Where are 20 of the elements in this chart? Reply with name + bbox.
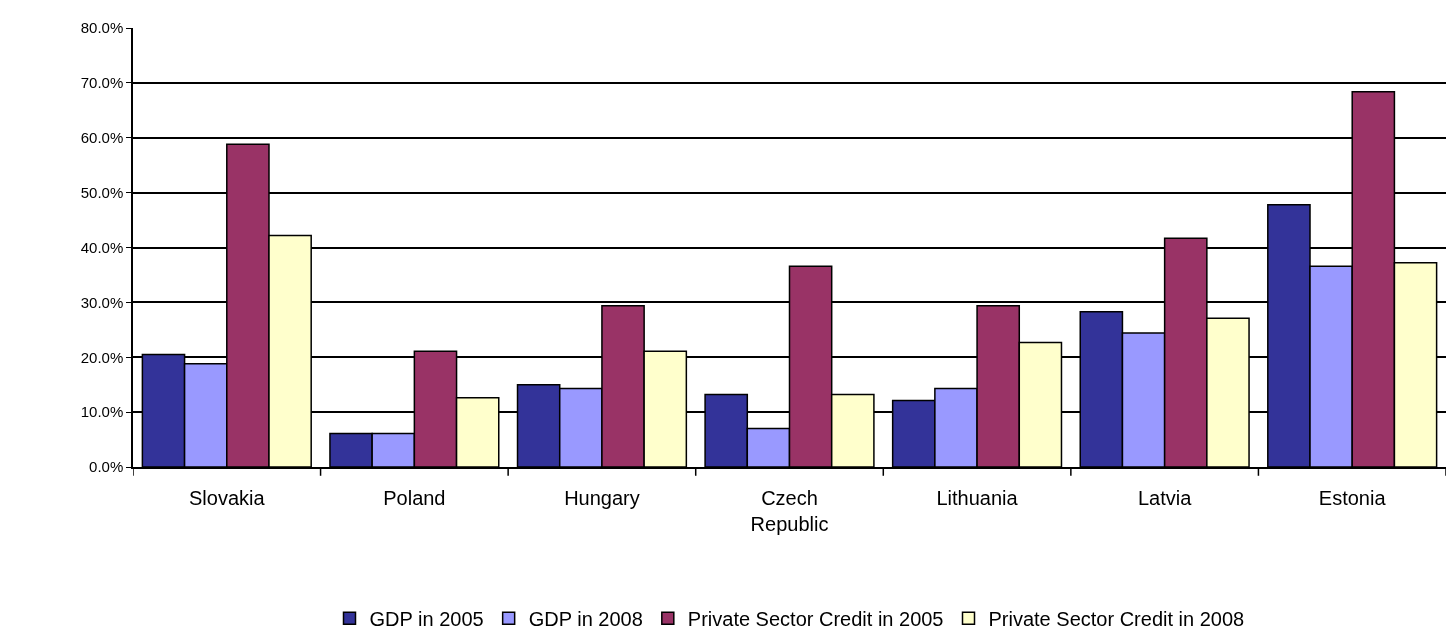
y-tick-label: 0.0% [89,458,124,476]
y-tick-label: 70.0% [80,74,124,92]
x-tick-label: Slovakia [188,486,266,509]
x-tick-label: Latvia [1137,486,1193,509]
y-tick-label: 80.0% [80,19,124,37]
x-tick-label: Poland [383,486,446,509]
y-tick-label: 60.0% [80,129,124,146]
legend-label: Private Sector Credit in 2005 [687,608,944,630]
legend-label: GDP in 2005 [369,608,484,630]
x-tick-label: Estonia [1318,486,1387,509]
y-tick-label: 40.0% [80,238,124,256]
legend-label: Private Sector Credit in 2008 [988,608,1245,630]
y-tick-label: 50.0% [80,183,124,201]
y-tick-label: 30.0% [80,293,124,311]
x-tick-label: Czech Republic [750,486,829,535]
x-tick-label: Lithuania [936,486,1019,509]
x-tick-label: Hungary [564,486,640,509]
legend-label: GDP in 2008 [528,608,643,630]
y-tick-label: 20.0% [80,348,124,366]
y-tick-label: 10.0% [80,403,124,421]
